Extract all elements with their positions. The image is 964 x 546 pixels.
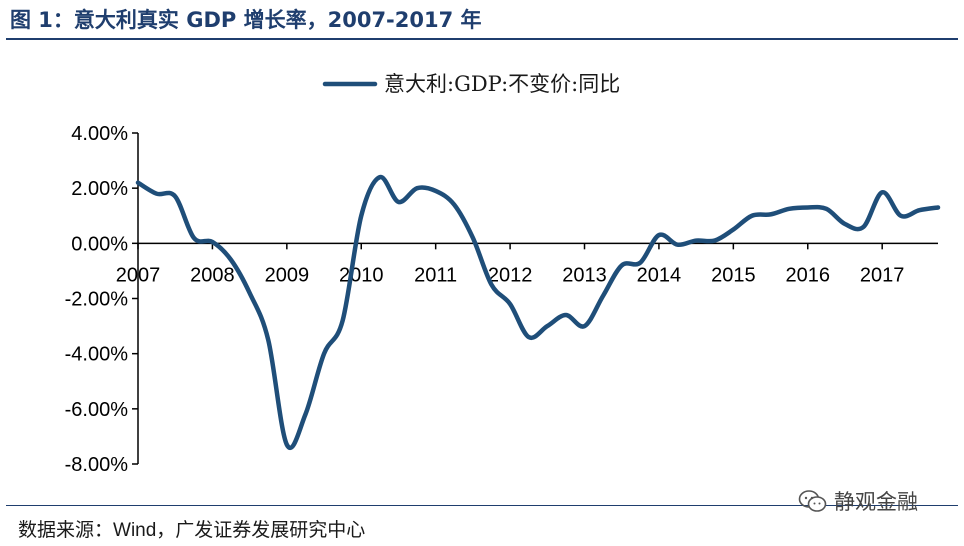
legend-label: 意大利:GDP:不变价:同比	[384, 72, 620, 96]
title-divider	[6, 38, 958, 40]
x-tick-label: 2012	[488, 264, 533, 286]
y-tick-label: -6.00%	[65, 399, 129, 421]
x-tick-label: 2011	[414, 264, 457, 286]
footer-divider	[6, 505, 958, 506]
x-tick-label: 2013	[562, 264, 607, 286]
x-tick-label: 2016	[786, 264, 831, 286]
y-tick-label: 0.00%	[71, 233, 128, 255]
y-tick-label: -4.00%	[65, 344, 129, 366]
source-note: 数据来源：Wind，广发证券发展研究中心	[18, 515, 365, 542]
y-tick-label: 2.00%	[71, 178, 128, 200]
page-title: 图 1：意大利真实 GDP 增长率，2007-2017 年	[10, 8, 482, 32]
x-tick-label: 2017	[860, 264, 905, 286]
x-tick-label: 2009	[265, 264, 310, 286]
y-tick-label: -2.00%	[65, 289, 129, 311]
watermark-text: 静观金融	[834, 490, 918, 514]
x-tick-label: 2008	[190, 264, 235, 286]
chart-legend: 意大利:GDP:不变价:同比	[322, 72, 620, 96]
x-tick-label: 2007	[116, 264, 161, 286]
wechat-icon	[798, 490, 827, 512]
y-tick-label: -8.00%	[65, 454, 129, 476]
watermark: 静观金融	[798, 486, 918, 516]
x-tick-label: 2015	[711, 264, 756, 286]
y-ticks: 4.00% 2.00% 0.00% -2.00% -4.00% -6.00% -8.00%	[65, 123, 138, 476]
source-text: Wind，广发证券发展研究中心	[113, 520, 366, 541]
x-tick-label: 2014	[637, 264, 682, 286]
source-label: 数据来源：	[18, 519, 114, 541]
x-tick-label: 2010	[339, 264, 384, 286]
y-tick-label: 4.00%	[71, 123, 128, 145]
series-line-italy-gdp	[135, 174, 941, 450]
